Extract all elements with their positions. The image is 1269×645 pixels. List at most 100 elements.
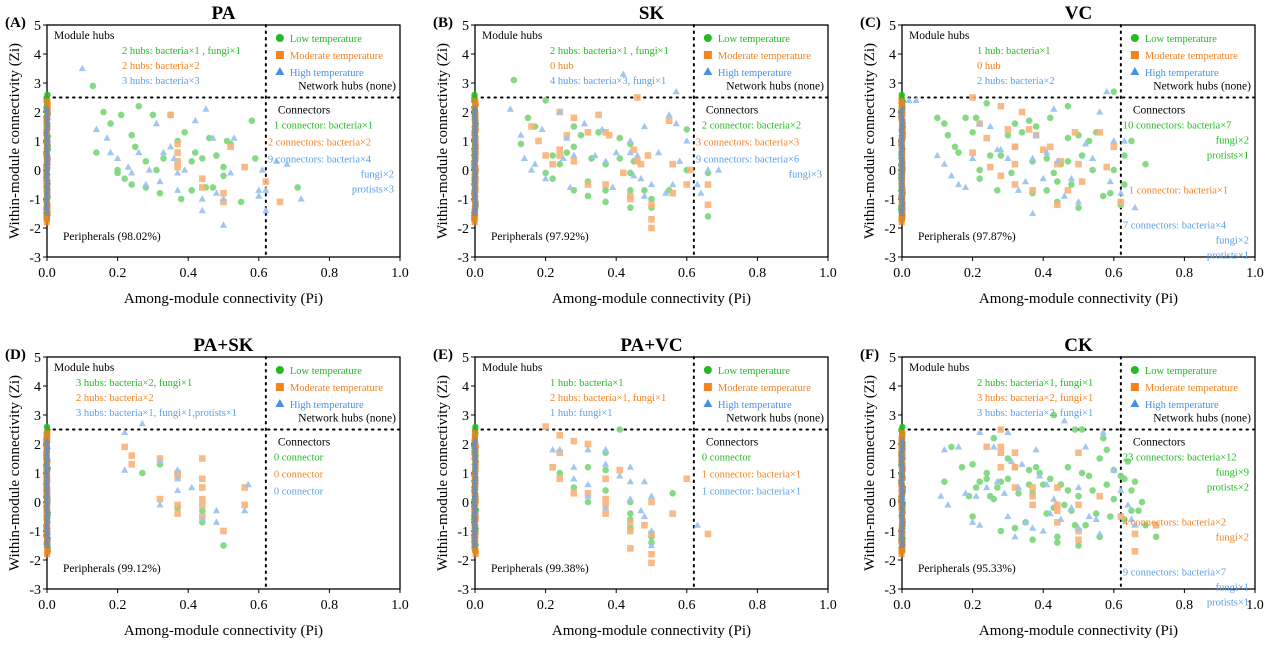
- data-point-high: [986, 122, 994, 130]
- module-hubs-high: 3 hubs: bacteria×2, fungi×1: [977, 408, 1093, 419]
- data-point-moderate: [220, 527, 227, 535]
- x-tick-label: 0.0: [38, 598, 56, 613]
- data-point-high: [470, 459, 478, 466]
- legend-marker-low: [275, 34, 284, 42]
- data-point-low: [627, 169, 634, 177]
- data-point-high: [471, 178, 479, 185]
- data-point-high: [44, 510, 52, 517]
- network-hubs-label: Network hubs (none): [298, 81, 396, 93]
- data-point-moderate: [1110, 143, 1118, 151]
- data-point-high: [1099, 428, 1107, 435]
- connectors-low: protists×1: [1207, 151, 1249, 162]
- legend-marker-moderate: [275, 51, 284, 59]
- data-point-high: [471, 136, 479, 143]
- data-point-moderate: [44, 97, 51, 104]
- x-axis-label: Among-module connectivity (Pi): [124, 623, 323, 639]
- data-point-high: [898, 136, 906, 143]
- data-point-moderate: [1029, 187, 1036, 194]
- data-point-low: [1061, 501, 1068, 509]
- data-point-high: [43, 452, 51, 459]
- panel-label: (A): [5, 15, 26, 31]
- data-point-high: [1050, 495, 1058, 502]
- data-point-high: [42, 468, 50, 475]
- data-point-high: [898, 519, 906, 526]
- data-point-high: [1117, 189, 1125, 196]
- data-point-high: [1050, 105, 1058, 112]
- data-point-moderate: [174, 140, 181, 148]
- data-point-high: [43, 481, 51, 488]
- data-point-moderate: [1075, 449, 1082, 456]
- data-point-low: [1046, 114, 1054, 122]
- y-tick-label: 4: [462, 380, 469, 395]
- data-point-high: [997, 145, 1005, 153]
- legend-marker-moderate: [703, 383, 712, 391]
- series-moderate: [983, 426, 1160, 555]
- data-point-moderate: [199, 501, 206, 509]
- data-point-moderate: [241, 484, 248, 491]
- data-point-moderate: [556, 475, 564, 483]
- data-point-high: [156, 501, 164, 508]
- x-tick-label: 0.2: [537, 266, 555, 281]
- data-point-high: [472, 120, 480, 127]
- data-point-high: [471, 490, 479, 497]
- data-point-moderate: [1071, 129, 1079, 136]
- y-tick-label: -3: [29, 583, 41, 598]
- data-point-low: [577, 131, 585, 139]
- data-point-high: [626, 495, 634, 502]
- x-tick-label: 0.0: [466, 266, 484, 281]
- panel-pa: (A) PA 0.0 0.2 0.4 0.6 0.8 1.0 -3 -2 -1 0 1 2 3 4 5 Among…: [5, 3, 409, 307]
- data-point-high: [954, 443, 963, 450]
- data-point-low: [941, 478, 948, 486]
- module-hubs-high: 4 hubs: bacteria×3, fungi×1: [550, 76, 666, 87]
- series-moderate: [969, 94, 1125, 209]
- x-tick-label: 0.8: [1176, 598, 1194, 613]
- data-point-high: [947, 172, 956, 179]
- data-point-low: [584, 192, 592, 200]
- x-tick-label: 0.8: [1176, 266, 1194, 281]
- data-point-low: [997, 152, 1005, 159]
- connectors-low: protists×2: [1207, 483, 1249, 494]
- x-tick-label: 0.4: [607, 598, 625, 613]
- data-point-high: [976, 428, 984, 435]
- data-point-moderate: [199, 184, 206, 191]
- data-point-low: [1089, 487, 1096, 494]
- connectors-high: 7 connectors: bacteria×4: [1123, 221, 1227, 232]
- data-point-high: [637, 174, 645, 182]
- data-point-high: [202, 105, 210, 112]
- data-point-low: [602, 487, 609, 494]
- data-point-low: [1018, 129, 1026, 136]
- data-point-moderate: [584, 129, 592, 136]
- data-point-low: [1054, 178, 1061, 185]
- module-hubs-high: 1 hub: fungi×1: [550, 408, 613, 419]
- data-point-high: [43, 111, 51, 118]
- data-point-moderate: [174, 158, 181, 165]
- data-point-high: [549, 446, 557, 453]
- data-point-low: [969, 129, 976, 136]
- data-point-moderate: [241, 501, 248, 509]
- module-hubs-header: Module hubs: [482, 30, 543, 42]
- x-tick-label: 0.0: [466, 598, 484, 613]
- data-point-moderate: [898, 219, 905, 226]
- data-point-moderate: [199, 495, 206, 503]
- data-point-low: [1082, 521, 1089, 529]
- data-point-moderate: [128, 461, 136, 468]
- data-point-high: [471, 522, 479, 529]
- data-point-moderate: [227, 143, 234, 151]
- data-point-high: [898, 459, 906, 466]
- data-point-low: [549, 175, 556, 182]
- connectors-high: protists×3: [352, 185, 394, 196]
- data-point-low: [156, 189, 164, 197]
- data-point-high: [471, 478, 479, 485]
- data-point-moderate: [556, 152, 564, 159]
- data-point-high: [898, 165, 906, 172]
- connectors-header: Connectors: [706, 437, 759, 449]
- data-point-high: [44, 178, 52, 185]
- data-point-high: [584, 492, 592, 499]
- data-point-high: [159, 148, 168, 156]
- data-point-high: [44, 535, 52, 542]
- data-point-high: [43, 490, 51, 497]
- data-point-low: [100, 108, 107, 116]
- data-point-high: [43, 139, 51, 146]
- panel-label: (D): [5, 347, 26, 363]
- data-point-low: [1075, 204, 1082, 211]
